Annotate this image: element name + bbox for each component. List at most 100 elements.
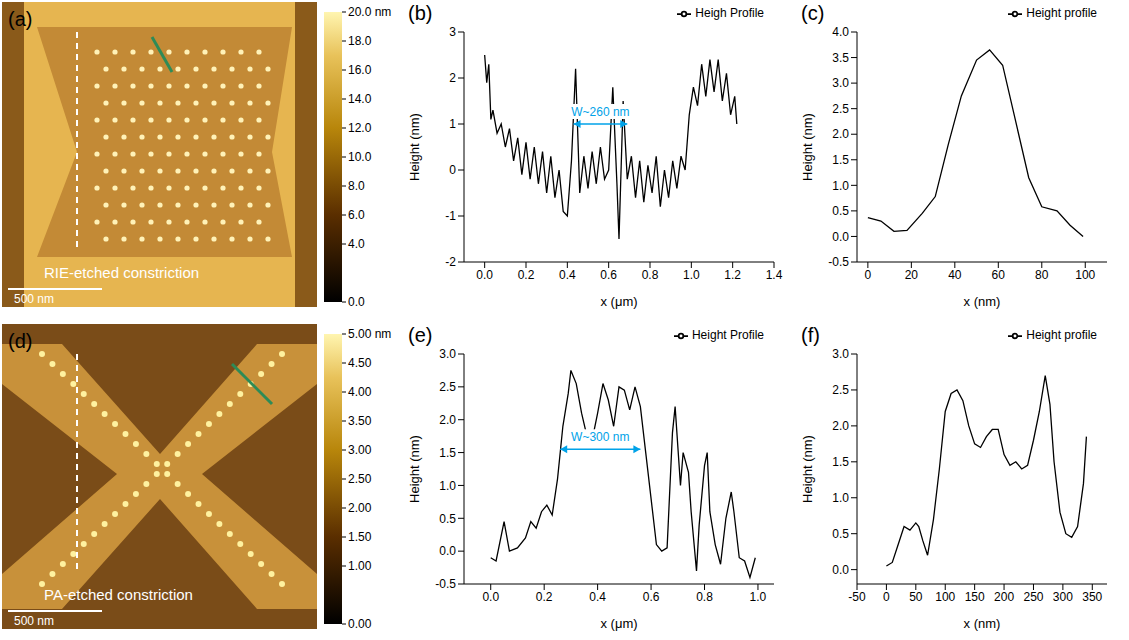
svg-text:W~300 nm: W~300 nm [571, 430, 629, 444]
svg-text:1.5: 1.5 [832, 153, 849, 167]
svg-text:-50: -50 [848, 590, 866, 604]
svg-text:1.00: 1.00 [348, 559, 372, 573]
svg-text:300: 300 [1053, 590, 1073, 604]
svg-text:3.50: 3.50 [348, 414, 372, 428]
svg-text:1.0: 1.0 [683, 268, 700, 282]
html-text:(c): (c) [801, 2, 825, 24]
svg-text:4.00: 4.00 [348, 385, 372, 399]
html-text:(b): (b) [408, 2, 433, 24]
svg-text:100: 100 [935, 590, 955, 604]
svg-text:0.0: 0.0 [439, 544, 456, 558]
svg-text:1.0: 1.0 [832, 179, 849, 193]
svg-text:-2: -2 [445, 255, 456, 269]
svg-text:1.5: 1.5 [832, 455, 849, 469]
svg-text:4.50: 4.50 [348, 356, 372, 370]
svg-text:-1: -1 [445, 209, 456, 223]
svg-text:0.4: 0.4 [559, 268, 576, 282]
svg-text:500 nm: 500 nm [14, 292, 54, 306]
svg-text:10.0: 10.0 [348, 150, 372, 164]
svg-text:2.5: 2.5 [832, 383, 849, 397]
svg-text:2.50: 2.50 [348, 472, 372, 486]
svg-text:6.0: 6.0 [348, 208, 365, 222]
svg-text:4.0: 4.0 [832, 25, 849, 39]
svg-text:Height (nm): Height (nm) [407, 113, 422, 181]
svg-text:14.0: 14.0 [348, 92, 372, 106]
svg-text:0: 0 [449, 163, 456, 177]
svg-text:80: 80 [1035, 268, 1049, 282]
html-text:(f): (f) [801, 324, 820, 346]
svg-text:2.5: 2.5 [832, 102, 849, 116]
svg-text:0.5: 0.5 [439, 512, 456, 526]
svg-text:40: 40 [948, 268, 962, 282]
svg-text:500 nm: 500 nm [14, 614, 54, 628]
svg-text:x (nm): x (nm) [964, 616, 1001, 631]
svg-text:x (μm): x (μm) [600, 294, 637, 309]
svg-text:16.0: 16.0 [348, 63, 372, 77]
svg-text:3.00: 3.00 [348, 443, 372, 457]
svg-text:8.0: 8.0 [348, 179, 365, 193]
svg-text:Height (nm): Height (nm) [407, 435, 422, 503]
svg-text:2.5: 2.5 [439, 380, 456, 394]
svg-text:-0.5: -0.5 [435, 577, 456, 591]
svg-text:60: 60 [992, 268, 1006, 282]
svg-text:0.2: 0.2 [518, 268, 535, 282]
svg-text:350: 350 [1082, 590, 1102, 604]
svg-text:3.0: 3.0 [832, 76, 849, 90]
svg-text:150: 150 [965, 590, 985, 604]
svg-text:(d): (d) [8, 330, 32, 352]
svg-text:x (μm): x (μm) [600, 616, 637, 631]
svg-text:Height (nm): Height (nm) [800, 435, 815, 503]
svg-text:0.2: 0.2 [536, 590, 553, 604]
svg-text:0.4: 0.4 [589, 590, 606, 604]
svg-text:0.0: 0.0 [832, 230, 849, 244]
svg-text:0.0: 0.0 [832, 563, 849, 577]
svg-text:RIE-etched constriction: RIE-etched constriction [44, 264, 199, 281]
svg-text:3.5: 3.5 [832, 51, 849, 65]
svg-text:50: 50 [909, 590, 923, 604]
svg-text:0: 0 [883, 590, 890, 604]
svg-text:1.4: 1.4 [766, 268, 783, 282]
svg-text:1.2: 1.2 [724, 268, 741, 282]
svg-text:20: 20 [905, 268, 919, 282]
svg-text:0.8: 0.8 [696, 590, 713, 604]
svg-text:0: 0 [865, 268, 872, 282]
svg-text:0.0: 0.0 [482, 590, 499, 604]
svg-text:12.0: 12.0 [348, 121, 372, 135]
svg-text:1.50: 1.50 [348, 530, 372, 544]
svg-text:1.5: 1.5 [439, 446, 456, 460]
svg-text:0.8: 0.8 [642, 268, 659, 282]
svg-text:0.5: 0.5 [832, 204, 849, 218]
svg-text:18.0: 18.0 [348, 34, 372, 48]
svg-text:2.00: 2.00 [348, 501, 372, 515]
svg-text:100: 100 [1075, 268, 1095, 282]
svg-text:20.0 nm: 20.0 nm [348, 5, 391, 19]
svg-text:5.00 nm: 5.00 nm [348, 327, 391, 341]
svg-text:0.5: 0.5 [832, 527, 849, 541]
svg-text:3: 3 [449, 25, 456, 39]
svg-text:2: 2 [449, 71, 456, 85]
svg-text:1: 1 [449, 117, 456, 131]
svg-text:250: 250 [1023, 590, 1043, 604]
svg-text:0.0: 0.0 [476, 268, 493, 282]
svg-text:1.0: 1.0 [439, 479, 456, 493]
svg-text:PA-etched constriction: PA-etched constriction [44, 586, 193, 603]
html-text:(e): (e) [408, 324, 433, 346]
svg-text:1.0: 1.0 [832, 491, 849, 505]
svg-text:Height (nm): Height (nm) [800, 113, 815, 181]
svg-text:-0.5: -0.5 [828, 255, 849, 269]
svg-text:2.0: 2.0 [832, 419, 849, 433]
svg-text:200: 200 [994, 590, 1014, 604]
svg-text:4.0: 4.0 [348, 237, 365, 251]
svg-text:2.0: 2.0 [439, 413, 456, 427]
svg-text:0.00: 0.00 [348, 617, 372, 631]
svg-text:3.0: 3.0 [832, 347, 849, 361]
svg-text:3.0: 3.0 [439, 347, 456, 361]
svg-text:2.0: 2.0 [832, 127, 849, 141]
svg-text:x (nm): x (nm) [964, 294, 1001, 309]
svg-text:0.0: 0.0 [348, 295, 365, 309]
svg-text:W~260 nm: W~260 nm [571, 105, 629, 119]
svg-text:(a): (a) [8, 8, 32, 30]
svg-text:1.0: 1.0 [750, 590, 767, 604]
svg-text:0.6: 0.6 [643, 590, 660, 604]
svg-text:0.6: 0.6 [600, 268, 617, 282]
